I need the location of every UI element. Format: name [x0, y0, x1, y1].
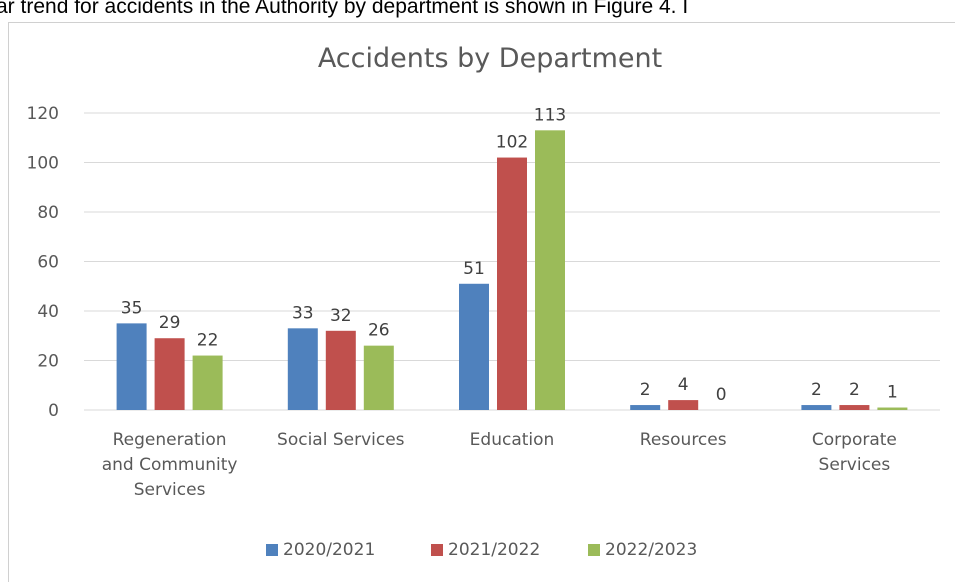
- data-label: 26: [368, 321, 390, 341]
- bar-2021-2022: [839, 405, 870, 410]
- data-label: 4: [678, 375, 689, 395]
- data-label: 35: [121, 298, 143, 318]
- category-label-line: Resources: [640, 430, 727, 450]
- y-tick-label: 120: [27, 104, 59, 124]
- data-label: 2: [640, 380, 651, 400]
- category-label-line: Services: [134, 480, 206, 500]
- data-label: 29: [159, 313, 181, 333]
- bar-2022-2023: [535, 130, 565, 410]
- y-tick-label: 60: [37, 253, 59, 273]
- category-label: Education: [470, 430, 555, 450]
- category-label-line: and Community: [102, 455, 238, 475]
- data-label: 2: [811, 380, 822, 400]
- bar-2021-2022: [154, 338, 185, 410]
- bar-2020-2021: [459, 283, 489, 410]
- legend-swatch: [266, 544, 278, 556]
- category-label-line: Corporate: [812, 430, 897, 450]
- y-tick-label: 0: [48, 401, 59, 421]
- bar-2022-2023: [877, 407, 908, 410]
- bars: [116, 130, 908, 410]
- category-label: Resources: [640, 430, 727, 450]
- data-label: 102: [496, 133, 528, 153]
- legend-swatch: [431, 544, 443, 556]
- category-labels: Regeneration and Community Services Social …: [102, 430, 897, 500]
- data-label: 32: [330, 306, 352, 326]
- legend-label: 2021/2022: [448, 540, 540, 560]
- data-label: 22: [197, 331, 219, 351]
- legend-label: 2020/2021: [283, 540, 375, 560]
- document-text-line: ar trend for accidents in the Authority …: [0, 0, 689, 18]
- data-label: 113: [534, 105, 566, 125]
- category-label-line: Regeneration: [113, 430, 227, 450]
- legend: 2020/2021 2021/2022 2022/2023: [266, 540, 697, 560]
- data-label: 51: [463, 259, 485, 279]
- bar-2021-2022: [497, 157, 527, 410]
- gridlines: [84, 112, 940, 411]
- data-label: 2: [849, 380, 860, 400]
- bar-2021-2022: [325, 330, 356, 410]
- bar-2021-2022: [668, 400, 699, 410]
- category-label-line: Social Services: [277, 430, 405, 450]
- data-label: 0: [716, 385, 727, 405]
- y-tick-label: 80: [37, 203, 59, 223]
- y-tick-label: 40: [37, 302, 59, 322]
- chart-title: Accidents by Department: [318, 43, 662, 74]
- legend-label: 2022/2023: [605, 540, 697, 560]
- y-tick-label: 20: [37, 352, 59, 372]
- data-label: 1: [887, 383, 898, 403]
- bar-2020-2021: [287, 328, 318, 410]
- category-label-line: Education: [470, 430, 555, 450]
- data-label: 33: [292, 303, 314, 323]
- y-axis-ticks: 0 20 40 60 80 100 120: [27, 104, 59, 421]
- category-label-line: Services: [819, 455, 891, 475]
- y-tick-label: 100: [27, 154, 59, 174]
- category-label: Regeneration and Community Services: [102, 430, 238, 500]
- bar-2020-2021: [116, 323, 147, 410]
- bar-2022-2023: [192, 355, 223, 410]
- legend-swatch: [588, 544, 600, 556]
- bar-2020-2021: [801, 405, 832, 410]
- category-label: Corporate Services: [812, 430, 897, 475]
- bar-2020-2021: [630, 405, 661, 410]
- chart-frame: [8, 22, 955, 582]
- bar-2022-2023: [363, 345, 394, 410]
- category-label: Social Services: [277, 430, 405, 450]
